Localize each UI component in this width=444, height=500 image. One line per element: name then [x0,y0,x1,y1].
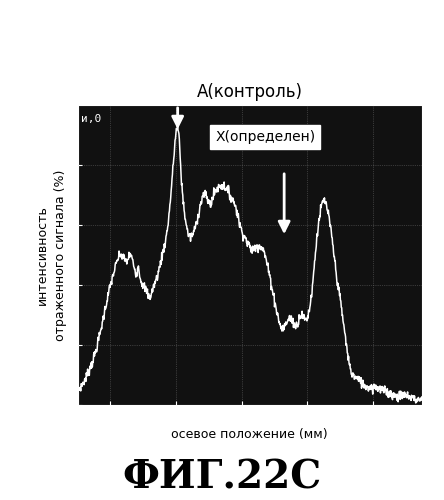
Text: ФИГ.22С: ФИГ.22С [123,458,321,496]
Title: А(контроль): А(контроль) [197,82,303,100]
Text: и,0: и,0 [81,114,101,124]
X-axis label: осевое положение (мм): осевое положение (мм) [171,428,328,442]
Y-axis label: интенсивность
отраженного сигнала (%): интенсивность отраженного сигнала (%) [36,170,67,340]
Text: Х(определен): Х(определен) [215,130,316,144]
